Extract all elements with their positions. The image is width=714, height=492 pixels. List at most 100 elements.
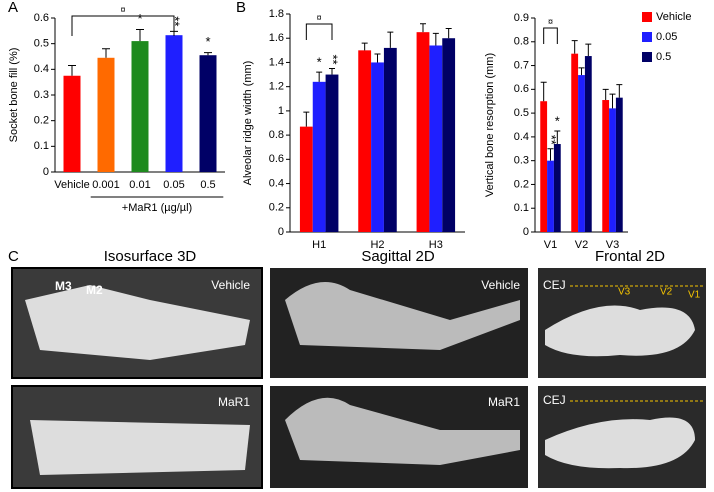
error-bar bbox=[616, 84, 623, 98]
bone-shape bbox=[30, 420, 250, 475]
legend-label: 0.5 bbox=[656, 51, 671, 63]
image-panels bbox=[11, 267, 706, 489]
bracket-label: ¤ bbox=[120, 4, 125, 14]
bracket-label: ¤ bbox=[317, 12, 322, 22]
y-tick-label: 0 bbox=[43, 166, 49, 178]
legend-swatch bbox=[642, 12, 652, 22]
y-tick-label: 0.1 bbox=[34, 140, 49, 152]
x-tick-label: H3 bbox=[429, 239, 443, 251]
y-tick-label: 0 bbox=[523, 226, 529, 238]
panel-label: A bbox=[8, 0, 18, 16]
bone-shape bbox=[25, 285, 250, 360]
y-axis-label: Alveolar ridge width (mm) bbox=[242, 61, 254, 186]
legend-swatch bbox=[642, 32, 652, 42]
bar bbox=[584, 56, 592, 232]
x-tick-label: Vehicle bbox=[54, 179, 89, 191]
error-bar bbox=[585, 43, 592, 57]
column-title: Sagittal 2D bbox=[361, 248, 435, 265]
significance-label: * bbox=[137, 11, 142, 26]
bar bbox=[312, 81, 326, 232]
group-label: +MaR1 (µg/µl) bbox=[122, 202, 192, 214]
y-tick-label: 0.4 bbox=[34, 63, 49, 75]
bar bbox=[609, 108, 616, 232]
panel-label: B bbox=[236, 0, 246, 16]
tooth-label: M3 bbox=[55, 279, 72, 293]
bar bbox=[553, 144, 561, 232]
y-tick-label: 0.4 bbox=[269, 177, 284, 189]
bar bbox=[371, 62, 384, 232]
measure-label: V1 bbox=[688, 290, 701, 301]
error-bar bbox=[445, 28, 452, 39]
cej-label: CEJ bbox=[543, 278, 566, 292]
bar bbox=[429, 45, 443, 232]
y-tick-label: 0 bbox=[278, 226, 284, 238]
measure-label: V3 bbox=[618, 287, 631, 298]
y-tick-label: 1.8 bbox=[269, 8, 284, 20]
x-tick-label: 0.05 bbox=[163, 179, 184, 191]
bar bbox=[131, 41, 149, 172]
row-label: MaR1 bbox=[218, 395, 250, 409]
x-tick-label: V3 bbox=[606, 239, 619, 251]
x-tick-label: H1 bbox=[312, 239, 326, 251]
y-tick-label: 0.3 bbox=[514, 155, 529, 167]
y-tick-label: 0.6 bbox=[514, 83, 529, 95]
significance-label: ** bbox=[326, 54, 341, 64]
y-tick-label: 0.2 bbox=[34, 115, 49, 127]
error-bar bbox=[68, 64, 76, 76]
bar bbox=[602, 100, 610, 233]
row-label: MaR1 bbox=[488, 395, 520, 409]
y-axis-label: Vertical bone resorption (mm) bbox=[484, 53, 496, 197]
bar bbox=[383, 47, 397, 233]
x-tick-label: H2 bbox=[370, 239, 384, 251]
y-tick-label: 0.5 bbox=[34, 38, 49, 50]
error-bar bbox=[571, 40, 578, 54]
panel-label: C bbox=[8, 248, 19, 265]
significance-label: ** bbox=[544, 135, 559, 145]
significance-label: * bbox=[317, 55, 322, 70]
bone-shape bbox=[285, 397, 520, 465]
bone-shape bbox=[545, 417, 695, 469]
cej-label: CEJ bbox=[543, 393, 566, 407]
error-bar bbox=[420, 23, 426, 33]
x-tick-label: 0.001 bbox=[92, 179, 120, 191]
bar bbox=[540, 101, 548, 232]
bar bbox=[97, 57, 115, 172]
bracket bbox=[71, 15, 175, 36]
y-tick-label: 0.6 bbox=[269, 153, 284, 165]
bone-shape bbox=[545, 305, 695, 357]
bar bbox=[199, 55, 217, 172]
y-tick-label: 1.6 bbox=[269, 32, 284, 44]
error-bar bbox=[540, 81, 547, 102]
legend-label: 0.05 bbox=[656, 31, 677, 43]
y-tick-label: 0.2 bbox=[269, 202, 284, 214]
bar bbox=[615, 97, 623, 233]
error-bar bbox=[432, 32, 439, 46]
error-bar bbox=[361, 42, 368, 51]
column-title: Isosurface 3D bbox=[104, 248, 197, 265]
y-tick-label: 0.5 bbox=[514, 107, 529, 119]
bracket-label: ¤ bbox=[548, 16, 553, 26]
error-bar bbox=[374, 53, 381, 63]
bar bbox=[416, 32, 430, 232]
x-tick-label: V2 bbox=[575, 239, 588, 251]
error-bar bbox=[316, 71, 323, 82]
error-bar bbox=[204, 52, 212, 56]
significance-label: * bbox=[205, 34, 210, 49]
y-tick-label: 0.6 bbox=[34, 12, 49, 24]
bar bbox=[578, 75, 585, 232]
y-tick-label: 0.2 bbox=[514, 178, 529, 190]
error-bar bbox=[609, 93, 616, 109]
y-tick-label: 1.2 bbox=[269, 81, 284, 93]
bar bbox=[325, 74, 339, 232]
significance-label: ** bbox=[168, 16, 183, 26]
column-title: Frontal 2D bbox=[595, 248, 665, 265]
y-tick-label: 0.3 bbox=[34, 89, 49, 101]
tooth-label: M2 bbox=[86, 283, 103, 297]
bar bbox=[547, 160, 554, 232]
x-tick-label: 0.5 bbox=[200, 179, 215, 191]
error-bar bbox=[136, 29, 144, 42]
bar bbox=[63, 75, 81, 172]
y-tick-label: 0.8 bbox=[514, 36, 529, 48]
measure-label: V2 bbox=[660, 287, 673, 298]
